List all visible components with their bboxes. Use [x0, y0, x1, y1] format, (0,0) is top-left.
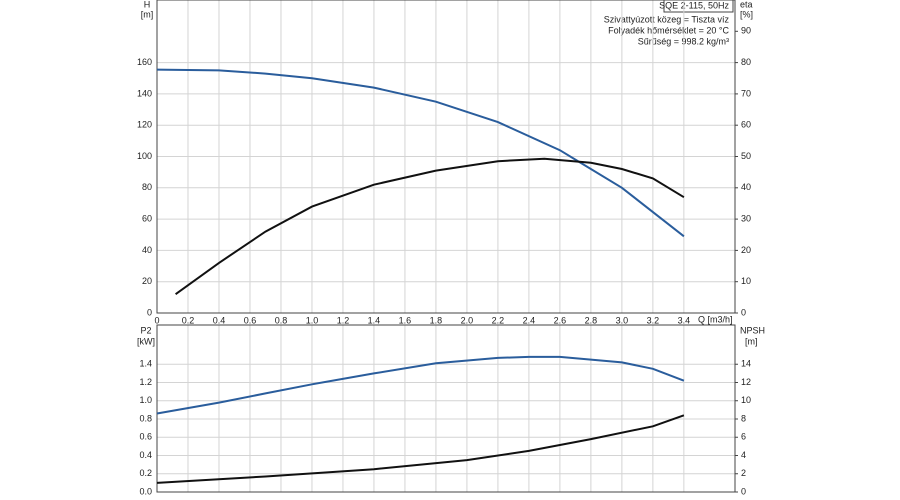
plot-frame — [156, 324, 736, 493]
y2-tick-label: 80 — [741, 57, 751, 67]
y2-tick-label: 10 — [741, 276, 751, 286]
x-tick-label: 0 — [154, 315, 159, 325]
series-line — [156, 68, 685, 238]
plot-frame — [156, 0, 736, 314]
y-tick-label: 100 — [137, 151, 152, 161]
x-tick-label: 3.4 — [678, 315, 691, 325]
x-tick-label: 2.6 — [554, 315, 567, 325]
y2-tick-label: 0 — [741, 486, 746, 496]
y-tick-label: 140 — [137, 88, 152, 98]
x-tick-label: 1.8 — [430, 315, 443, 325]
y2-unit: [%] — [740, 9, 753, 19]
x-tick-label: 2.0 — [461, 315, 474, 325]
y2-tick-label: 70 — [741, 88, 751, 98]
x-tick-label: 1.6 — [399, 315, 412, 325]
y-tick-label: 1.4 — [139, 359, 152, 369]
y-tick-label: 80 — [142, 182, 152, 192]
y2-tick-label: 8 — [741, 413, 746, 423]
y-tick-label: 0.8 — [139, 413, 152, 423]
y2-tick-label: 12 — [741, 377, 751, 387]
annotation: Szivattyúzott közeg = Tiszta víz — [604, 14, 730, 24]
annotation: Folyadék hőmérséklet = 20 °C — [608, 25, 729, 35]
y-tick-label: 20 — [142, 276, 152, 286]
pump-model: SQE 2-115, 50Hz — [659, 0, 729, 10]
y2-tick-label: 6 — [741, 432, 746, 442]
y2-tick-label: 10 — [741, 395, 751, 405]
x-tick-label: 1.2 — [337, 315, 350, 325]
x-tick-label: 3.2 — [647, 315, 660, 325]
y-label: H — [144, 0, 151, 9]
y-tick-label: 0.0 — [139, 486, 152, 496]
series-line — [156, 414, 685, 484]
y-tick-label: 40 — [142, 245, 152, 255]
x-tick-label: 0.8 — [275, 315, 288, 325]
y-label: P2 — [140, 325, 151, 335]
x-tick-label: 3.0 — [616, 315, 629, 325]
y-tick-label: 1.2 — [139, 377, 152, 387]
y-tick-label: 120 — [137, 120, 152, 130]
x-tick-label: 2.4 — [523, 315, 536, 325]
y2-tick-label: 20 — [741, 245, 751, 255]
x-tick-label: 0.6 — [244, 315, 257, 325]
y-tick-label: 0 — [147, 307, 152, 317]
y-tick-label: 60 — [142, 213, 152, 223]
annotation: Sűrűség = 998.2 kg/m³ — [638, 36, 729, 46]
y-tick-label: 160 — [137, 57, 152, 67]
y-tick-label: 0.6 — [139, 432, 152, 442]
series-line — [156, 355, 685, 415]
x-tick-label: 1.4 — [368, 315, 381, 325]
y2-tick-label: 40 — [741, 182, 751, 192]
x-tick-label: 0.2 — [182, 315, 195, 325]
y2-tick-label: 2 — [741, 468, 746, 478]
x-tick-label: 2.2 — [492, 315, 505, 325]
y2-tick-label: 0 — [741, 307, 746, 317]
y-unit: [kW] — [137, 336, 155, 346]
annotation-box — [663, 0, 734, 13]
y-tick-label: 1.0 — [139, 395, 152, 405]
x-tick-label: 2.8 — [585, 315, 598, 325]
y2-tick-label: 90 — [741, 26, 751, 36]
y-tick-label: 0.4 — [139, 450, 152, 460]
y2-tick-label: 50 — [741, 151, 751, 161]
x-tick-label: 0.4 — [213, 315, 226, 325]
y2-label: eta — [740, 0, 753, 9]
y2-label: NPSH — [740, 325, 765, 335]
y2-tick-label: 14 — [741, 359, 751, 369]
y2-tick-label: 60 — [741, 120, 751, 130]
y2-tick-label: 4 — [741, 450, 746, 460]
y2-unit: [m] — [745, 336, 758, 346]
y-tick-label: 0.2 — [139, 468, 152, 478]
x-label: Q [m3/h] — [698, 314, 733, 324]
x-tick-label: 1.0 — [306, 315, 319, 325]
y2-tick-label: 30 — [741, 213, 751, 223]
series-line — [175, 157, 685, 296]
y-unit: [m] — [141, 9, 154, 19]
